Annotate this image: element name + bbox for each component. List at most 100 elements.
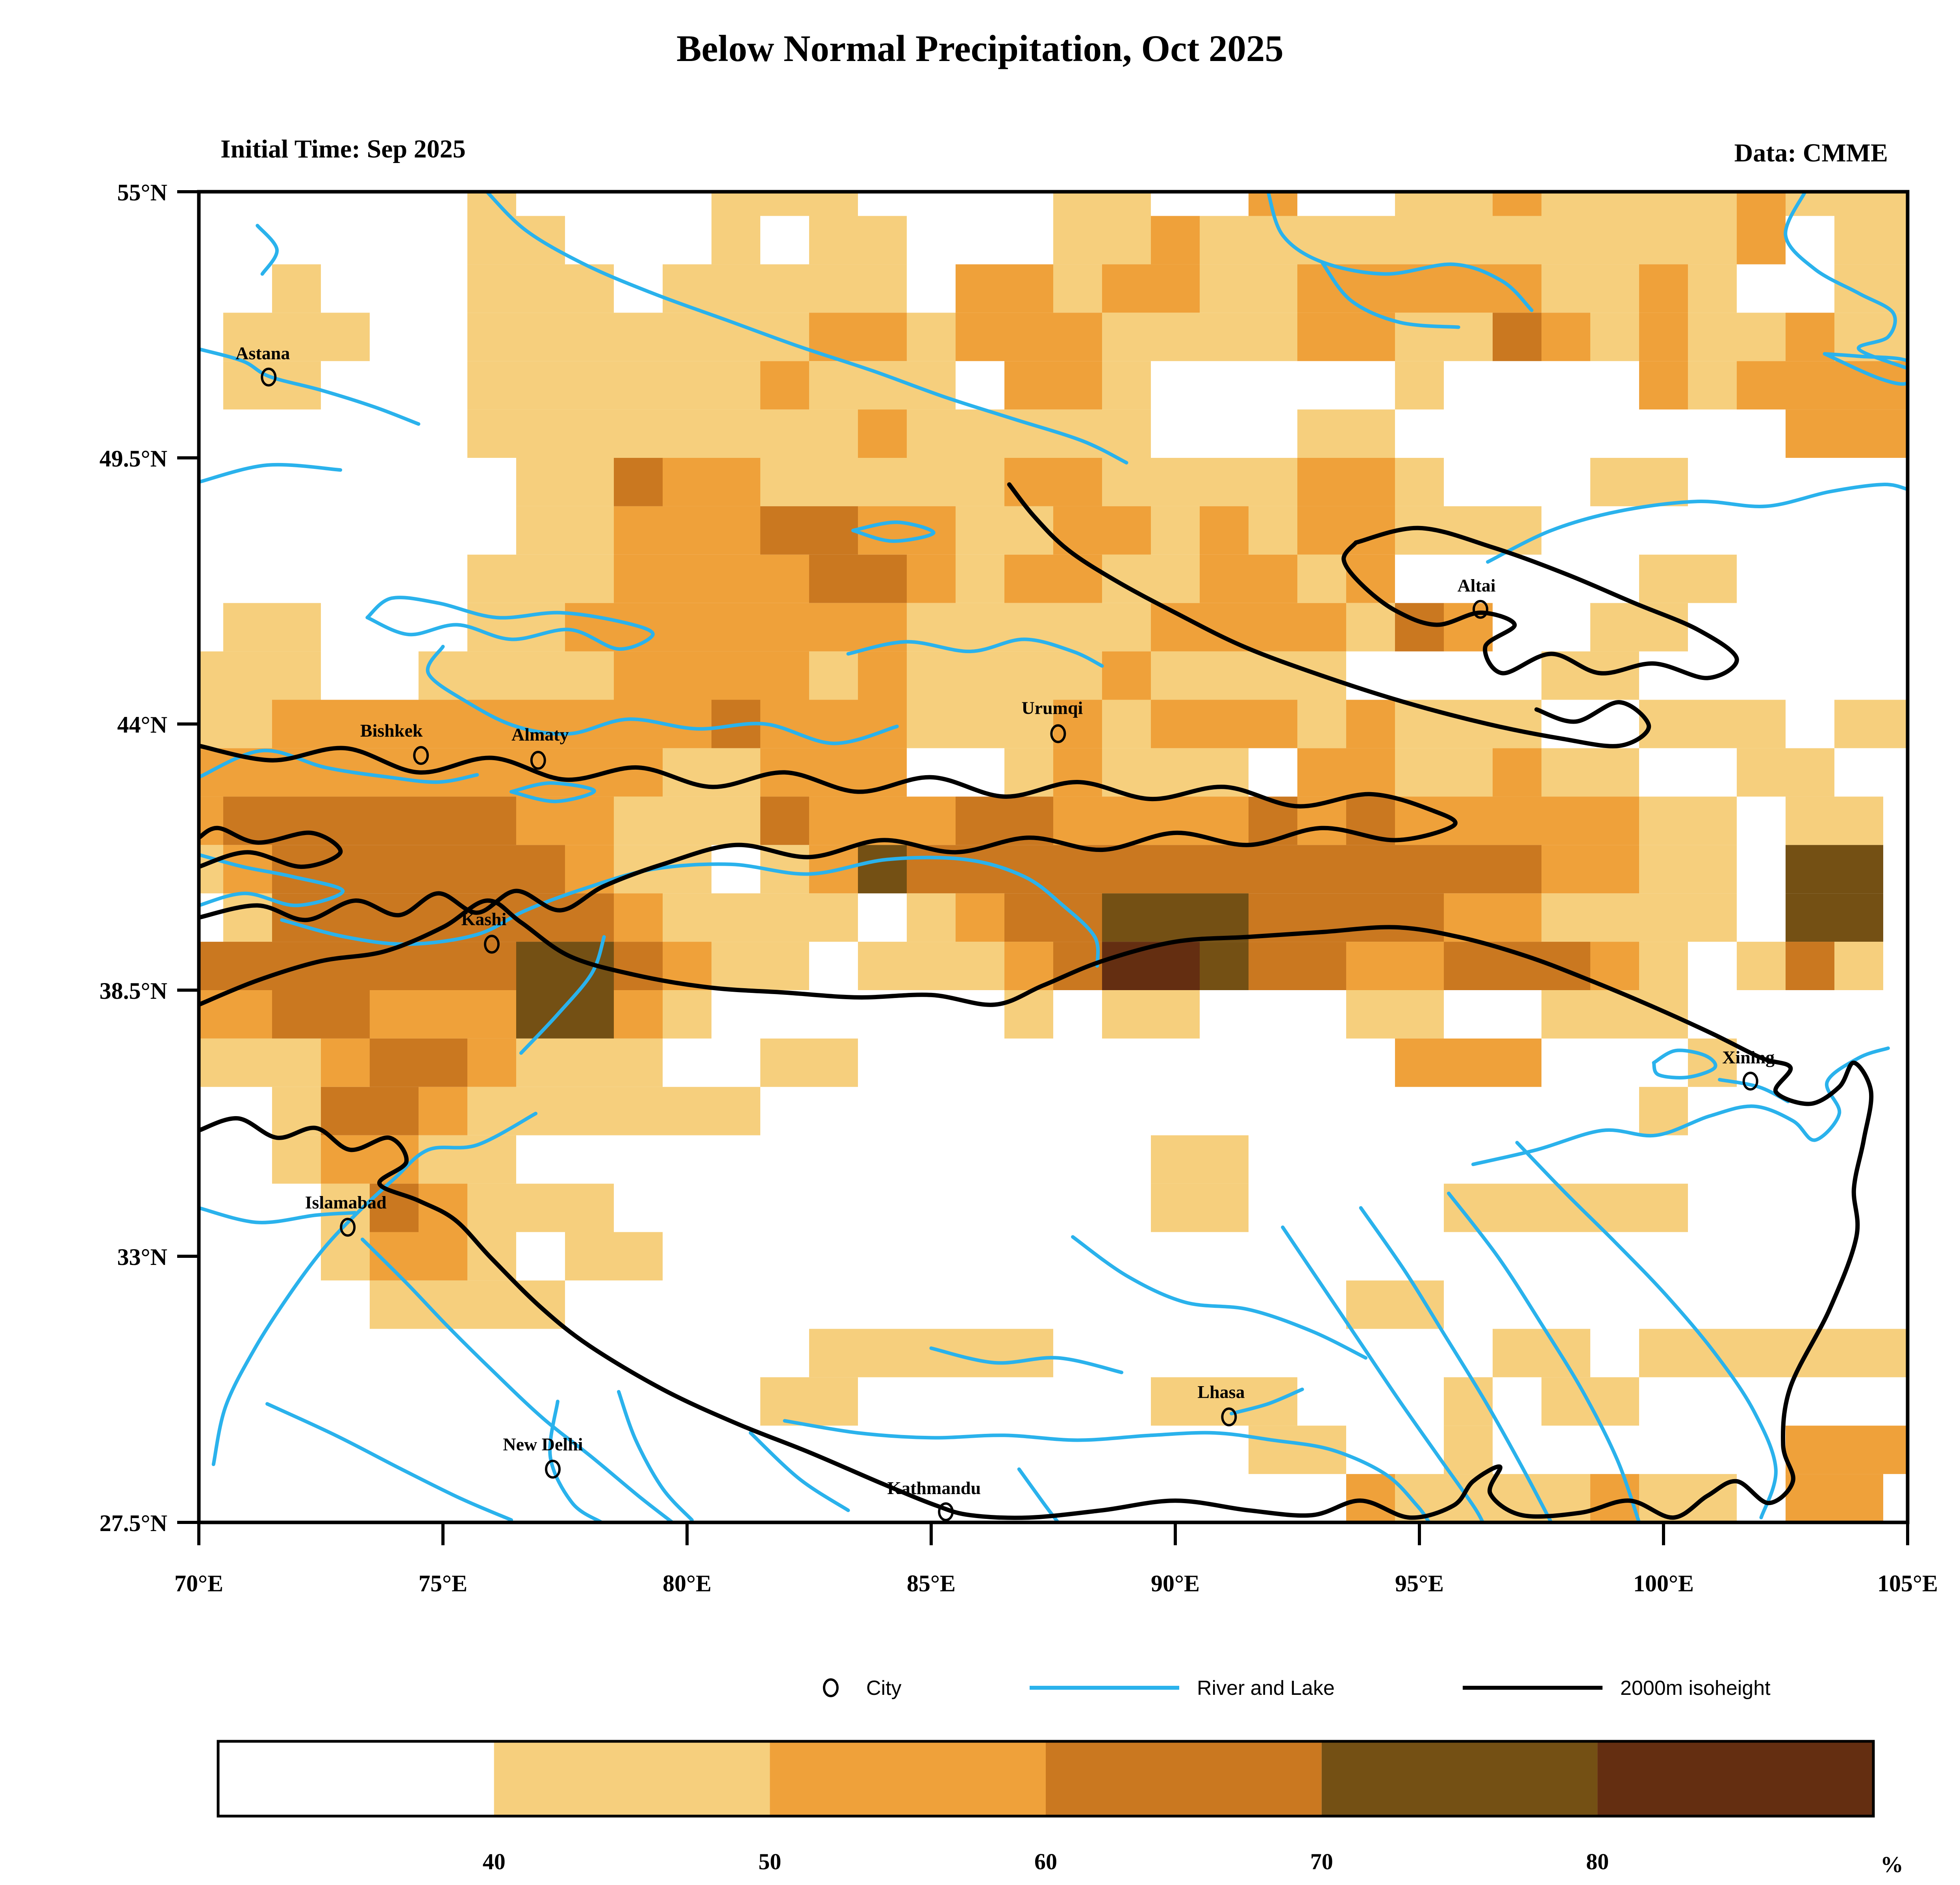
grid-cell xyxy=(1737,942,1786,990)
grid-cell xyxy=(1151,313,1200,361)
contour-plateau xyxy=(199,898,1874,1520)
grid-cell xyxy=(1151,458,1200,506)
grid-cell xyxy=(1834,192,1883,216)
grid-cell xyxy=(1053,651,1102,700)
grid-cell xyxy=(1834,409,1883,458)
grid-cell xyxy=(1346,603,1395,652)
grid-cell xyxy=(565,409,614,458)
grid-cell xyxy=(1200,651,1249,700)
grid-cell xyxy=(1688,700,1737,748)
grid-cell xyxy=(1102,796,1151,845)
y-tick-label: 27.5°N xyxy=(100,1510,167,1536)
river-syrdarya xyxy=(199,853,345,907)
grid-cell xyxy=(1346,990,1395,1039)
grid-cell xyxy=(419,942,467,990)
grid-cell xyxy=(565,313,614,361)
grid-cell xyxy=(1786,796,1834,845)
grid-cell xyxy=(809,361,858,410)
city-label-astana: Astana xyxy=(235,343,290,363)
grid-cell xyxy=(760,458,809,506)
grid-cell xyxy=(663,990,711,1039)
grid-cell xyxy=(1883,1426,1908,1474)
grid-cell xyxy=(516,313,565,361)
grid-cell xyxy=(760,264,809,313)
river-jhelum xyxy=(360,1237,674,1522)
y-tick-label: 55°N xyxy=(117,180,167,206)
grid-cell xyxy=(1688,361,1737,410)
colorbar-unit-label: % xyxy=(1880,1852,1903,1877)
grid-cell xyxy=(858,409,907,458)
grid-cell xyxy=(1590,313,1639,361)
contour-altai-loop xyxy=(1341,526,1739,680)
grid-cell xyxy=(663,506,711,555)
grid-cell xyxy=(760,554,809,603)
grid-cell xyxy=(1493,1183,1541,1232)
grid-cell xyxy=(1541,1377,1590,1426)
grid-cell xyxy=(760,1377,809,1426)
grid-cell xyxy=(1151,1377,1200,1426)
river-yenisei xyxy=(1784,192,1908,370)
grid-cell xyxy=(1834,264,1883,313)
city-label-altai: Altai xyxy=(1457,576,1495,596)
colorbar-tick-label: 70 xyxy=(1310,1849,1333,1874)
grid-cell xyxy=(1346,748,1395,797)
grid-cell xyxy=(1297,313,1346,361)
grid-cell xyxy=(1688,313,1737,361)
x-tick-label: 90°E xyxy=(1151,1570,1200,1596)
grid-cell xyxy=(1395,845,1444,894)
grid-cell xyxy=(565,942,614,990)
grid-cell xyxy=(1151,748,1200,797)
grid-cell xyxy=(321,1135,370,1184)
grid-cell xyxy=(565,1183,614,1232)
grid-cell xyxy=(516,506,565,555)
grid-cell xyxy=(1249,313,1297,361)
grid-cell xyxy=(223,700,272,748)
grid-cell xyxy=(1297,748,1346,797)
city-marker-lhasa xyxy=(1221,1407,1237,1427)
grid-cell xyxy=(711,361,760,410)
grid-cell xyxy=(1297,458,1346,506)
grid-cell xyxy=(858,264,907,313)
grid-cell xyxy=(223,1038,272,1087)
colorbar-tick-label: 60 xyxy=(1034,1849,1057,1874)
grid-cell xyxy=(1004,458,1053,506)
city-marker-almaty xyxy=(530,751,546,770)
grid-cell xyxy=(858,796,907,845)
grid-cell xyxy=(467,1135,516,1184)
grid-cell xyxy=(809,603,858,652)
grid-cell xyxy=(467,796,516,845)
grid-cell xyxy=(663,554,711,603)
grid-cell xyxy=(419,651,467,700)
grid-cell xyxy=(956,700,1004,748)
grid-cell xyxy=(1102,990,1151,1039)
grid-cell xyxy=(1541,192,1590,216)
river-ghaghara xyxy=(748,1431,850,1512)
contour-sayan xyxy=(1007,482,1651,748)
grid-cell xyxy=(760,1038,809,1087)
grid-cell xyxy=(1444,192,1493,216)
grid-cell xyxy=(1883,192,1908,216)
city-marker-altai xyxy=(1473,600,1488,619)
grid-cell xyxy=(565,651,614,700)
grid-cell xyxy=(1786,942,1834,990)
river-yangtze xyxy=(1515,1141,1778,1520)
grid-cell xyxy=(809,1038,858,1087)
grid-cell xyxy=(1151,651,1200,700)
grid-cell xyxy=(467,1183,516,1232)
grid-cell xyxy=(1395,216,1444,265)
grid-cell xyxy=(711,651,760,700)
river-lake-zaysan xyxy=(851,520,936,543)
grid-cell xyxy=(1200,893,1249,942)
isoheight-contours xyxy=(199,482,1874,1520)
grid-cell xyxy=(1200,700,1249,748)
x-tick-label: 75°E xyxy=(419,1570,467,1596)
grid-cell xyxy=(1541,216,1590,265)
grid-cell xyxy=(321,1087,370,1135)
grid-cell xyxy=(1053,216,1102,265)
axis-ticks: 70°E 75°E 80°E 85°E 90°E 95°E 100°E 105°E 55°N 49… xyxy=(100,180,1938,1596)
grid-cell xyxy=(1834,845,1883,894)
colorbar-segment xyxy=(770,1741,1046,1816)
grid-cell xyxy=(1102,458,1151,506)
grid-cell xyxy=(760,192,809,216)
grid-cell xyxy=(711,264,760,313)
